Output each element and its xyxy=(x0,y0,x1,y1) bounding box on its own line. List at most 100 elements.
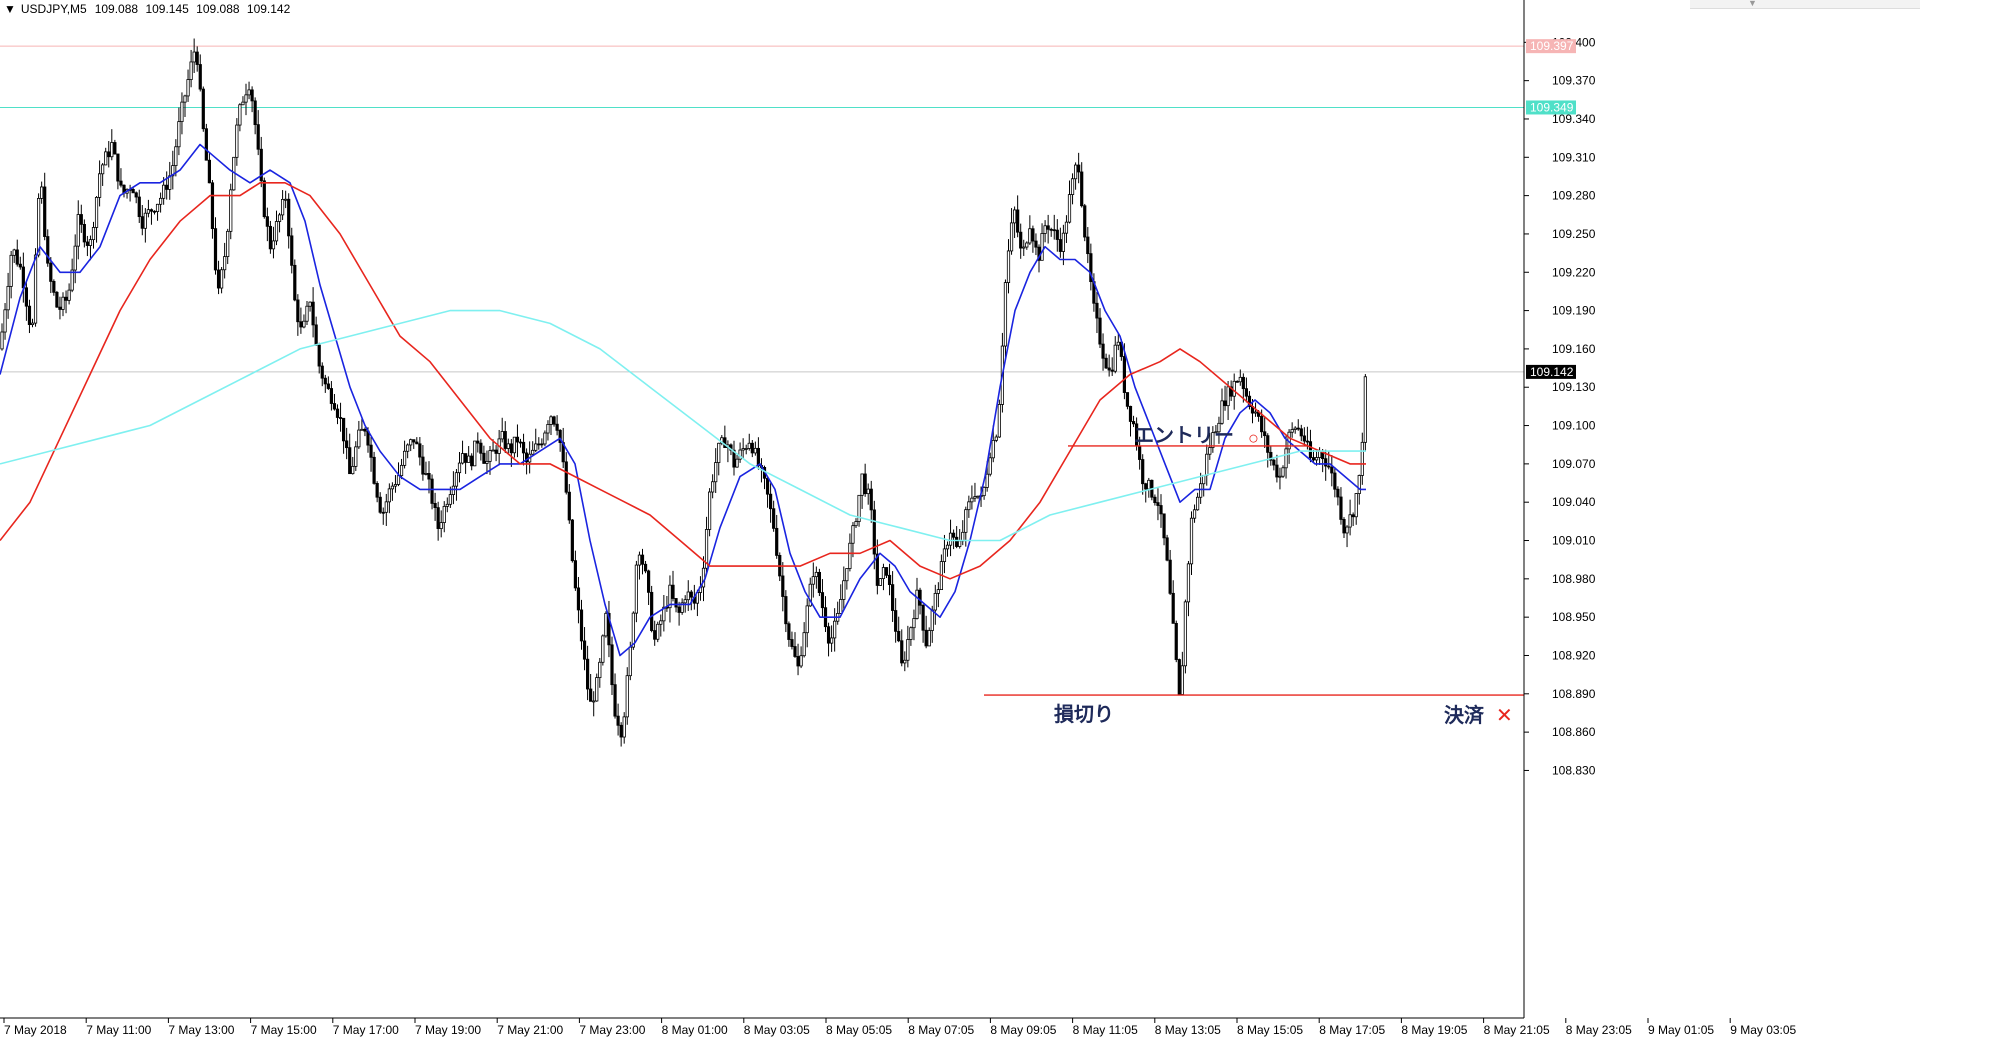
collapse-arrow-icon[interactable]: ▼ xyxy=(1748,0,1757,8)
candle-body xyxy=(1305,440,1309,443)
candle-body xyxy=(88,239,93,246)
candle-body xyxy=(796,656,800,667)
candle-body xyxy=(897,630,901,642)
candle-body xyxy=(625,675,629,718)
candle-body xyxy=(753,447,757,454)
time-tick-label: 8 May 15:05 xyxy=(1237,1023,1303,1037)
candle-body xyxy=(1074,164,1078,180)
candle-body xyxy=(973,496,977,499)
candle-body xyxy=(24,287,29,307)
candle-body xyxy=(457,462,462,474)
candle-body xyxy=(0,331,4,350)
candle-body xyxy=(1113,344,1117,372)
candle-body xyxy=(1205,453,1209,476)
candle-body xyxy=(653,630,657,640)
candle-body xyxy=(1034,240,1038,248)
candle-body xyxy=(485,460,489,464)
candle-body xyxy=(772,508,776,529)
candle-body xyxy=(412,439,416,443)
candle-body xyxy=(558,429,562,443)
candle-body xyxy=(1022,246,1026,249)
candle-body xyxy=(1211,432,1215,448)
candle-body xyxy=(930,609,934,631)
candle-body xyxy=(229,189,233,232)
candle-body xyxy=(936,589,940,594)
candle-body xyxy=(598,661,602,679)
candle-body xyxy=(1345,526,1349,534)
time-tick-label: 9 May 03:05 xyxy=(1730,1023,1796,1037)
time-tick-label: 8 May 05:05 xyxy=(826,1023,892,1037)
candle-body xyxy=(155,203,160,212)
candle-body xyxy=(985,473,989,488)
candle-body xyxy=(534,443,538,451)
candle-body xyxy=(131,188,135,194)
stop-loss-label: 損切り xyxy=(1054,702,1114,726)
candle-body xyxy=(1229,386,1233,397)
candle-body xyxy=(1253,411,1258,414)
candle-body xyxy=(714,462,718,483)
candle-body xyxy=(735,458,739,468)
candle-body xyxy=(171,165,175,177)
candle-body xyxy=(1107,367,1111,371)
candle-body xyxy=(842,580,846,600)
candle-body xyxy=(162,184,166,199)
time-tick-label: 8 May 11:05 xyxy=(1073,1023,1138,1037)
candle-body xyxy=(210,182,215,230)
ma-mid-line xyxy=(0,182,1366,580)
candle-body xyxy=(1177,659,1181,695)
candle-body xyxy=(1263,431,1267,437)
candle-body xyxy=(589,688,593,702)
candle-body xyxy=(302,320,306,328)
candle-body xyxy=(265,216,269,227)
candle-body xyxy=(799,655,803,667)
chart-header: ▼ USDJPY,M5 109.088 109.145 109.088 109.14… xyxy=(4,2,294,16)
candle-body xyxy=(91,227,96,241)
candle-body xyxy=(18,263,22,268)
candle-body xyxy=(314,324,318,346)
candle-body xyxy=(1272,459,1276,466)
time-tick-label: 8 May 17:05 xyxy=(1319,1023,1385,1037)
candle-body xyxy=(793,646,797,657)
candle-body xyxy=(1077,164,1081,173)
candle-body xyxy=(363,428,367,432)
candle-body xyxy=(320,365,324,379)
candle-body xyxy=(970,497,974,503)
candle-body xyxy=(107,151,111,158)
window-corner-tab[interactable]: ▼ xyxy=(1690,0,1920,9)
candle-body xyxy=(1269,451,1273,461)
candle-body xyxy=(592,700,596,703)
candle-body xyxy=(305,305,309,322)
candle-body xyxy=(1125,392,1130,407)
candle-body xyxy=(73,245,77,271)
candle-body xyxy=(1290,429,1294,433)
candle-body xyxy=(192,51,196,63)
candle-body xyxy=(345,440,349,449)
candle-body xyxy=(1247,395,1252,407)
dropdown-triangle-icon[interactable]: ▼ xyxy=(4,2,16,16)
candle-body xyxy=(436,507,440,529)
candle-body xyxy=(1043,225,1047,234)
candle-body xyxy=(848,542,852,569)
candle-body xyxy=(1168,559,1172,594)
candle-body xyxy=(186,79,190,97)
candle-body xyxy=(55,291,59,308)
time-tick-label: 7 May 11:00 xyxy=(86,1023,151,1037)
entry-circle-marker: ○ xyxy=(1248,428,1259,448)
candle-body xyxy=(61,296,65,310)
candle-body xyxy=(226,230,230,258)
candle-body xyxy=(1147,479,1151,490)
candle-body xyxy=(439,522,443,529)
candle-body xyxy=(1055,229,1059,240)
price-tick-label: 109.100 xyxy=(1552,419,1596,433)
candle-body xyxy=(640,554,645,565)
candle-body xyxy=(1336,488,1340,498)
candle-body xyxy=(479,442,483,454)
candle-body xyxy=(582,640,587,660)
price-tick-label: 109.190 xyxy=(1552,304,1596,318)
candle-body xyxy=(1235,380,1239,383)
candle-body xyxy=(1241,376,1245,390)
candle-body xyxy=(1052,229,1056,232)
candle-body xyxy=(1180,665,1184,695)
